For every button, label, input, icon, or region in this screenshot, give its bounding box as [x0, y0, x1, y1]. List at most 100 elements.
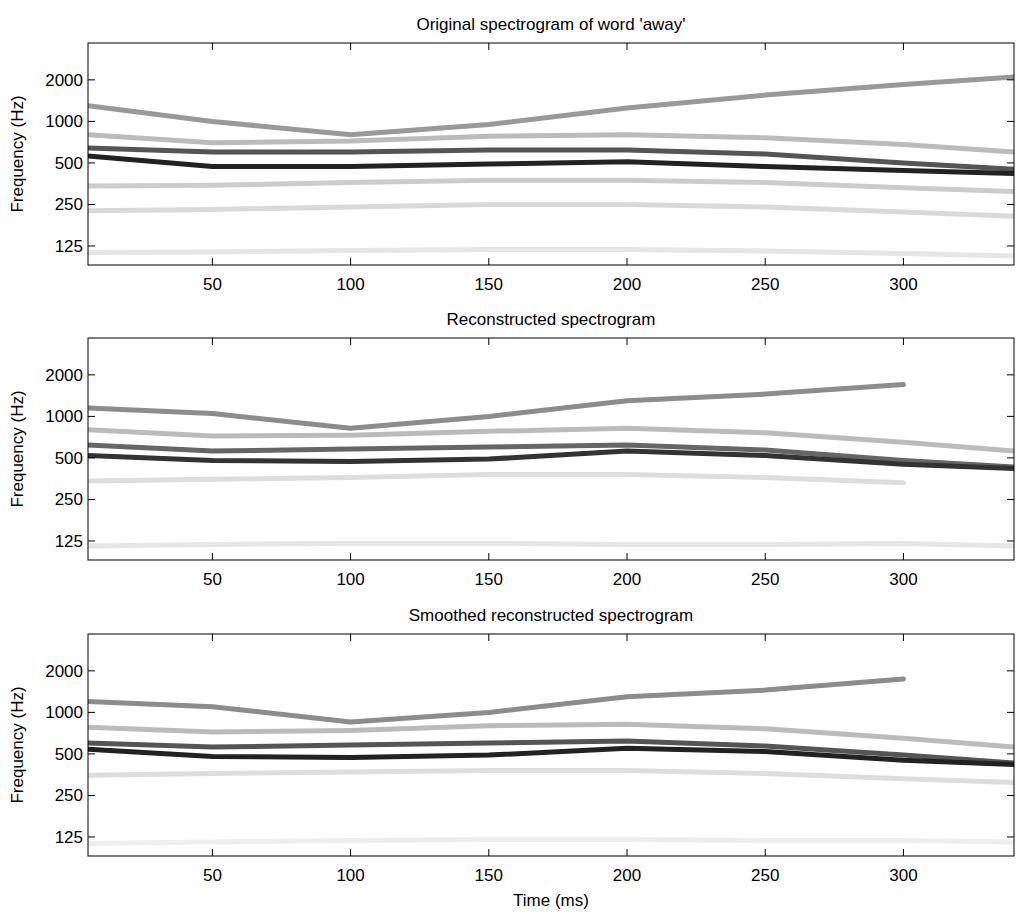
x-tick [903, 43, 904, 50]
harmonic-track [88, 204, 1014, 216]
x-tick [627, 634, 628, 641]
x-tick [488, 634, 489, 641]
y-tick [1007, 670, 1014, 671]
y-tick [88, 540, 95, 541]
harmonic-track [88, 451, 1014, 468]
y-tick [88, 712, 95, 713]
panel-title: Original spectrogram of word 'away' [416, 15, 685, 34]
x-tick-label: 150 [475, 570, 503, 589]
x-tick [765, 849, 766, 856]
harmonic-track [88, 180, 1014, 191]
frame [88, 43, 1014, 265]
y-tick [1007, 712, 1014, 713]
x-tick-label: 200 [613, 866, 641, 885]
y-axis-title: Frequency (Hz) [8, 390, 27, 507]
tracks [88, 385, 1014, 546]
y-tick [1007, 121, 1014, 122]
y-tick [1007, 416, 1014, 417]
x-tick-label: 300 [889, 275, 917, 294]
y-tick [88, 245, 95, 246]
y-tick [88, 121, 95, 122]
x-tick [212, 43, 213, 50]
x-tick [765, 43, 766, 50]
tracks [88, 77, 1014, 256]
x-tick [488, 553, 489, 560]
y-tick [88, 416, 95, 417]
y-axis-title: Frequency (Hz) [8, 95, 27, 212]
y-tick [88, 204, 95, 205]
x-tick [212, 634, 213, 641]
x-tick [903, 849, 904, 856]
x-tick [350, 338, 351, 345]
x-tick [765, 553, 766, 560]
harmonic-track [88, 839, 1014, 843]
y-tick [88, 836, 95, 837]
x-tick [488, 258, 489, 265]
y-tick [88, 79, 95, 80]
y-tick [1007, 374, 1014, 375]
x-tick-label: 50 [203, 275, 222, 294]
x-axis-title: Time (ms) [513, 891, 589, 910]
y-tick-label: 2000 [45, 662, 83, 681]
x-tick [350, 634, 351, 641]
harmonic-track [88, 385, 903, 429]
y-axis-title: Frequency (Hz) [8, 686, 27, 803]
x-tick [488, 338, 489, 345]
x-tick [212, 338, 213, 345]
x-tick-label: 100 [336, 275, 364, 294]
plot-background [88, 338, 1014, 560]
harmonic-track [88, 543, 1014, 546]
x-tick [627, 849, 628, 856]
y-tick [88, 795, 95, 796]
y-tick-label: 250 [55, 490, 83, 509]
x-tick [903, 634, 904, 641]
y-tick-label: 500 [55, 745, 83, 764]
x-tick [903, 258, 904, 265]
y-tick [88, 374, 95, 375]
figure: 5010015020025030012525050010002000Origin… [0, 0, 1030, 917]
x-tick [627, 338, 628, 345]
tracks [88, 679, 1014, 844]
y-tick [1007, 245, 1014, 246]
y-tick [88, 457, 95, 458]
harmonic-track [88, 249, 1014, 256]
harmonic-track [88, 474, 903, 482]
x-tick-label: 150 [475, 866, 503, 885]
y-tick [1007, 499, 1014, 500]
panel-title: Reconstructed spectrogram [447, 310, 656, 329]
frame [88, 634, 1014, 856]
y-tick-label: 500 [55, 154, 83, 173]
x-tick [627, 43, 628, 50]
y-tick [88, 499, 95, 500]
panel: 5010015020025030012525050010002000Smooth… [8, 606, 1014, 910]
y-tick [88, 753, 95, 754]
panel: 5010015020025030012525050010002000Origin… [8, 15, 1014, 294]
x-tick-label: 150 [475, 275, 503, 294]
y-tick [1007, 204, 1014, 205]
y-tick-label: 250 [55, 195, 83, 214]
y-tick [88, 162, 95, 163]
harmonic-track [88, 156, 1014, 173]
harmonic-track [88, 77, 1014, 135]
x-tick [765, 634, 766, 641]
x-tick [627, 553, 628, 560]
x-tick [627, 258, 628, 265]
x-tick-label: 100 [336, 866, 364, 885]
x-tick [350, 849, 351, 856]
y-tick-label: 250 [55, 786, 83, 805]
x-tick [903, 553, 904, 560]
x-tick-label: 250 [751, 570, 779, 589]
harmonic-track [88, 679, 903, 722]
x-tick [765, 338, 766, 345]
x-tick [212, 553, 213, 560]
x-tick-label: 250 [751, 866, 779, 885]
y-tick-label: 500 [55, 449, 83, 468]
x-tick-label: 100 [336, 570, 364, 589]
x-tick-label: 50 [203, 570, 222, 589]
plot-background [88, 634, 1014, 856]
y-tick [1007, 540, 1014, 541]
y-tick [88, 670, 95, 671]
x-tick [350, 258, 351, 265]
y-tick [1007, 795, 1014, 796]
y-tick [1007, 836, 1014, 837]
